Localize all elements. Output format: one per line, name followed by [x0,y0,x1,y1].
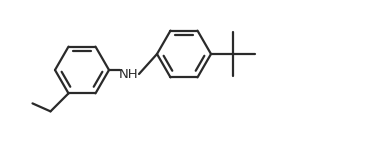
Text: NH: NH [119,68,139,81]
